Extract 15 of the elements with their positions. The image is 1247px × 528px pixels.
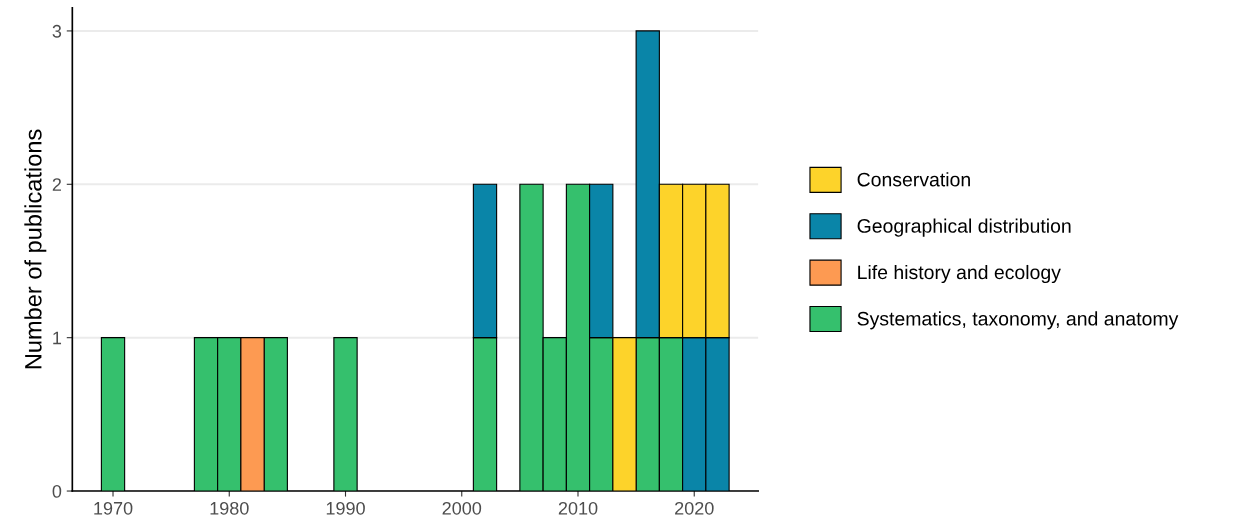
y-axis-title: Number of publications xyxy=(24,129,47,369)
x-tick-label: 1970 xyxy=(94,501,133,515)
legend-label: Systematics, taxonomy, and anatomy xyxy=(857,311,1179,330)
x-tick-label: 2020 xyxy=(675,501,714,515)
x-tick-label: 1980 xyxy=(210,501,249,515)
y-tick-label: 3 xyxy=(52,24,62,38)
y-tick-label: 0 xyxy=(52,484,62,498)
x-tick-label: 2000 xyxy=(442,501,482,515)
legend-label: Life history and ecology xyxy=(858,264,1061,284)
y-tick-label: 2 xyxy=(52,178,61,191)
y-tick-label: 1 xyxy=(53,331,62,345)
legend-label: Conservation xyxy=(857,172,970,187)
x-tick-label: 2010 xyxy=(558,501,598,515)
legend-label: Geographical distribution xyxy=(857,218,1071,237)
x-tick-label: 1990 xyxy=(326,501,365,515)
